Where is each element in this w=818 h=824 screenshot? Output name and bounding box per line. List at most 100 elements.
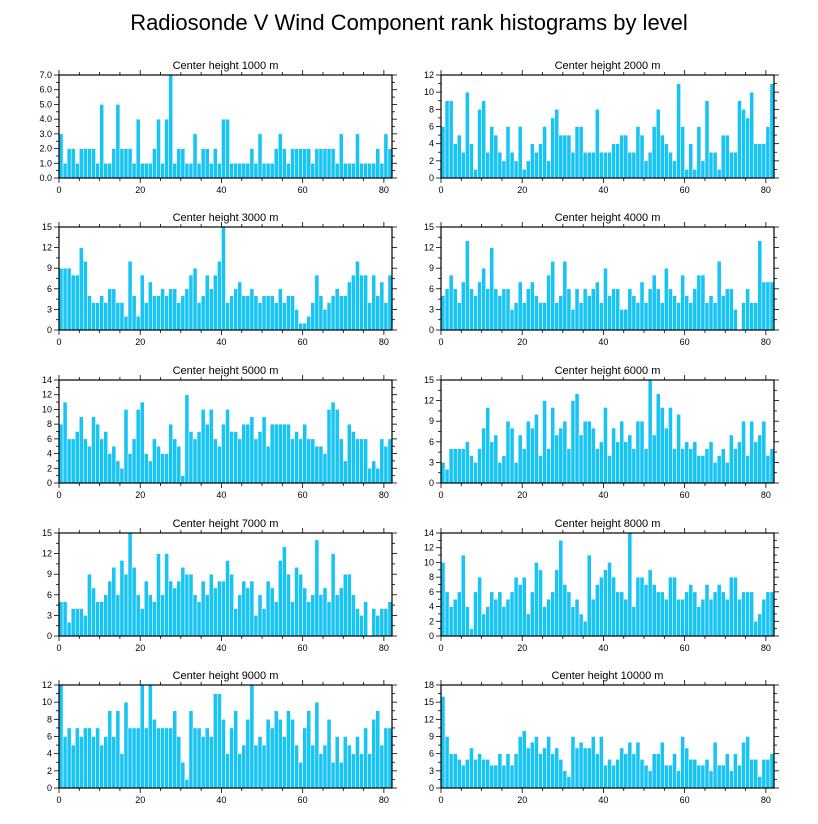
histogram-bar: [765, 281, 771, 331]
histogram-bar: [286, 295, 291, 331]
histogram-panel: Center height 10000 m 0 3 6 9 12 15 18 0 20 40 60 80: [424, 670, 779, 805]
histogram-bar: [765, 591, 771, 637]
histogram-bar: [95, 302, 100, 331]
histogram-bar: [444, 288, 450, 331]
histogram-bar: [647, 770, 653, 789]
histogram-bar: [733, 753, 738, 789]
histogram-bar: [330, 762, 336, 789]
histogram-bar: [505, 753, 511, 789]
histogram-bar: [448, 606, 454, 637]
histogram-bar: [542, 747, 547, 789]
histogram-bar: [326, 148, 332, 179]
histogram-bar: [578, 741, 584, 789]
histogram-bar: [619, 309, 624, 331]
histogram-bar: [582, 152, 588, 179]
histogram-bar: [326, 302, 332, 331]
histogram-bar: [261, 163, 267, 179]
histogram-bar: [452, 598, 458, 637]
histogram-bar: [286, 710, 291, 789]
histogram-bar: [586, 554, 592, 637]
histogram-bar: [310, 594, 316, 637]
y-tick-label: 2: [47, 766, 52, 776]
x-tick-label: 0: [56, 490, 61, 500]
histogram-bar: [448, 100, 454, 179]
panel-title: Center height 10000 m: [552, 670, 664, 682]
histogram-bar: [241, 423, 247, 484]
histogram-bar: [107, 453, 113, 484]
histogram-bar: [115, 710, 121, 789]
y-tick-label: 0: [429, 783, 434, 793]
panel-frame: [440, 684, 775, 789]
histogram-bar: [294, 148, 299, 179]
histogram-bar: [676, 83, 681, 179]
histogram-bar: [209, 409, 214, 484]
histogram-bar: [217, 693, 222, 789]
histogram-bar: [371, 274, 377, 331]
histogram-bar: [517, 281, 523, 331]
histogram-bar: [237, 753, 242, 789]
histogram-bar: [359, 615, 364, 637]
histogram-bar: [115, 594, 121, 637]
histogram-bar: [526, 747, 531, 789]
histogram-bar: [757, 776, 763, 789]
histogram-bar: [688, 448, 694, 484]
histogram-bar: [135, 727, 141, 789]
panel-title: Center height 1000 m: [173, 60, 279, 72]
x-tick-label: 40: [216, 643, 226, 653]
histogram-bar: [745, 288, 750, 331]
histogram-bar: [229, 295, 234, 331]
histogram-bar: [74, 431, 80, 484]
histogram-bar: [160, 727, 165, 789]
histogram-bar: [611, 288, 616, 331]
histogram-bar: [74, 608, 80, 637]
histogram-bar: [591, 736, 596, 789]
y-tick-label: 0: [47, 478, 52, 488]
histogram-bar: [655, 753, 661, 789]
histogram-bar: [440, 462, 446, 484]
histogram-bar: [477, 281, 482, 331]
histogram-bar: [351, 163, 356, 179]
histogram-bar: [546, 736, 551, 789]
histogram-bar: [489, 247, 495, 331]
histogram-bar: [139, 401, 145, 484]
histogram-bar: [70, 274, 76, 331]
histogram-bar: [534, 295, 539, 331]
histogram-bar: [461, 281, 466, 331]
histogram-bar: [465, 240, 470, 331]
histogram-bar: [591, 427, 596, 484]
histogram-bar: [62, 601, 68, 637]
histogram-bar: [716, 764, 722, 789]
y-tick-label: 0: [429, 478, 434, 488]
histogram-bar: [249, 684, 255, 789]
histogram-bar: [688, 302, 694, 331]
histogram-bar: [245, 587, 251, 637]
histogram-bar: [347, 423, 352, 484]
x-tick-label: 80: [379, 337, 389, 347]
histogram-bar: [461, 448, 466, 484]
histogram-bar: [62, 736, 68, 789]
histogram-bar: [257, 133, 263, 179]
histogram-bar: [538, 753, 543, 789]
histogram-bar: [213, 438, 218, 484]
x-tick-label: 60: [298, 490, 308, 500]
x-tick-label: 40: [598, 643, 608, 653]
histogram-bar: [383, 608, 389, 637]
histogram-bar: [497, 462, 503, 484]
histogram-bar: [769, 753, 775, 789]
histogram-bar: [599, 302, 604, 331]
x-tick-label: 40: [598, 795, 608, 805]
histogram-bar: [554, 302, 560, 331]
histogram-bar: [733, 152, 738, 179]
histogram-bar: [635, 126, 641, 179]
histogram-bar: [278, 719, 283, 789]
histogram-bar: [363, 163, 368, 179]
histogram-bar: [225, 118, 230, 179]
histogram-bar: [761, 281, 767, 331]
histogram-bar: [631, 152, 637, 179]
histogram-bar: [160, 453, 165, 484]
x-tick-label: 40: [216, 185, 226, 195]
x-tick-label: 20: [517, 795, 527, 805]
y-tick-label: 12: [42, 243, 52, 253]
x-tick-label: 20: [517, 643, 527, 653]
histogram-bar: [558, 759, 564, 789]
